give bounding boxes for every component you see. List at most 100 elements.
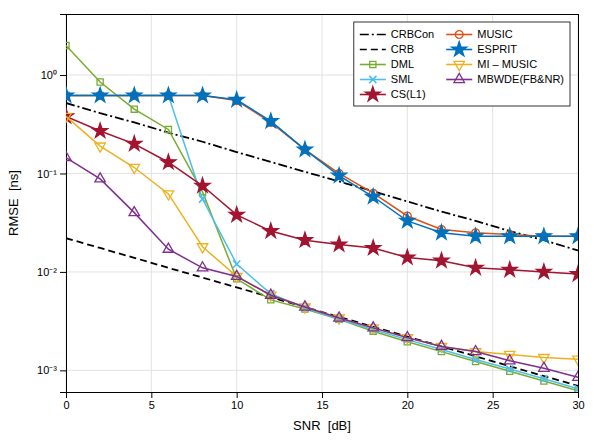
series-marker [129, 164, 140, 173]
series-marker [93, 123, 108, 137]
grid-line-x [151, 14, 152, 392]
series-marker [127, 88, 142, 102]
legend-swatch-marker [455, 31, 463, 39]
series-marker [570, 266, 578, 280]
series-marker [66, 152, 71, 161]
series-marker [504, 355, 515, 364]
series-marker [434, 253, 449, 267]
series [66, 92, 578, 392]
series-marker [573, 371, 578, 380]
x-axis: 051015202530 [63, 392, 584, 411]
series-marker [368, 322, 379, 331]
series-marker [536, 264, 551, 278]
y-tick-mark [60, 272, 66, 273]
legend-label: DML [391, 58, 414, 70]
series-marker [197, 244, 208, 253]
series-marker [163, 191, 174, 200]
legend-item: MI – MUSIC [446, 58, 537, 70]
series [66, 108, 578, 280]
legend-swatch-marker [454, 73, 465, 82]
grid-line-y [66, 271, 578, 272]
series-marker [97, 79, 103, 85]
series-marker [536, 228, 551, 242]
x-tick-label: 10 [231, 399, 243, 411]
legend-item: DML [360, 58, 414, 70]
y-axis: 10⁻³10⁻²10⁻¹10⁰ [37, 15, 66, 393]
series-marker [300, 301, 311, 310]
series-marker [163, 243, 174, 252]
series-marker [400, 250, 415, 264]
y-tick-mark [60, 370, 66, 371]
x-tick-label: 0 [63, 399, 69, 411]
x-tick: 30 [572, 392, 584, 411]
series-marker [66, 88, 74, 102]
series-marker [366, 189, 381, 203]
series-marker [263, 223, 278, 237]
x-tick: 15 [316, 392, 328, 411]
legend-label: MI – MUSIC [477, 58, 537, 70]
x-tick-mark [151, 392, 152, 398]
x-tick-label: 15 [316, 399, 328, 411]
x-tick-mark [578, 392, 579, 398]
series-marker [66, 42, 69, 48]
series-marker [229, 92, 244, 106]
frame-top [66, 14, 578, 15]
legend-label: CRBCon [391, 28, 434, 40]
legend-label: ESPRIT [477, 43, 517, 55]
y-tick-label: 10⁻³ [37, 364, 57, 376]
series [66, 152, 578, 381]
legend-item: ESPRIT [446, 42, 517, 56]
legend-swatch-marker [454, 61, 465, 70]
series-line [66, 103, 578, 251]
series-marker [95, 173, 106, 182]
y-tick-mark [60, 173, 66, 174]
grid-line-x [322, 14, 323, 392]
series-marker [574, 385, 578, 392]
series-marker [161, 154, 176, 168]
series-marker [434, 225, 449, 239]
x-tick: 5 [149, 392, 155, 411]
legend-label: MUSIC [477, 28, 513, 40]
series-marker [400, 213, 415, 227]
series-marker [297, 142, 312, 156]
grid-line-x [578, 14, 579, 392]
series-marker [539, 362, 550, 371]
series-marker [470, 346, 481, 355]
y-tick-label: 10⁻² [37, 266, 57, 278]
x-tick-mark [237, 392, 238, 398]
x-tick-mark [322, 392, 323, 398]
series-marker [161, 88, 176, 102]
series-marker [332, 168, 347, 182]
grid-line-y [66, 370, 578, 371]
series-marker [468, 260, 483, 274]
frame-right [578, 14, 579, 392]
series-marker [502, 262, 517, 276]
x-tick-label: 30 [572, 399, 584, 411]
x-tick: 25 [487, 392, 499, 411]
series-marker [95, 143, 106, 152]
x-axis-line [67, 393, 579, 399]
series-marker [506, 365, 513, 372]
x-tick-label: 25 [487, 399, 499, 411]
legend-box [354, 22, 570, 106]
x-axis-title: SNR [dB] [293, 418, 351, 433]
series-marker [66, 113, 71, 122]
legend-label: CRB [391, 43, 414, 55]
legend-label: CS(L1) [391, 88, 426, 100]
series-marker [129, 207, 140, 216]
series-marker [127, 136, 142, 150]
legend-swatch-line [360, 64, 386, 66]
y-tick-label: 10⁰ [41, 69, 57, 81]
series-marker [263, 113, 278, 127]
legend-item: CRB [360, 43, 414, 55]
series-marker [540, 375, 547, 382]
series-line [66, 95, 578, 236]
series-marker [468, 228, 483, 242]
series-line [66, 116, 578, 274]
legend-swatch-line [446, 64, 472, 66]
x-tick: 0 [63, 392, 69, 411]
legend-swatch-line [446, 34, 472, 36]
series-marker [366, 240, 381, 254]
legend: CRBConCRBDMLSMLCS(L1)MUSICESPRITMI – MUS… [354, 22, 570, 106]
y-tick-mark [60, 75, 66, 76]
